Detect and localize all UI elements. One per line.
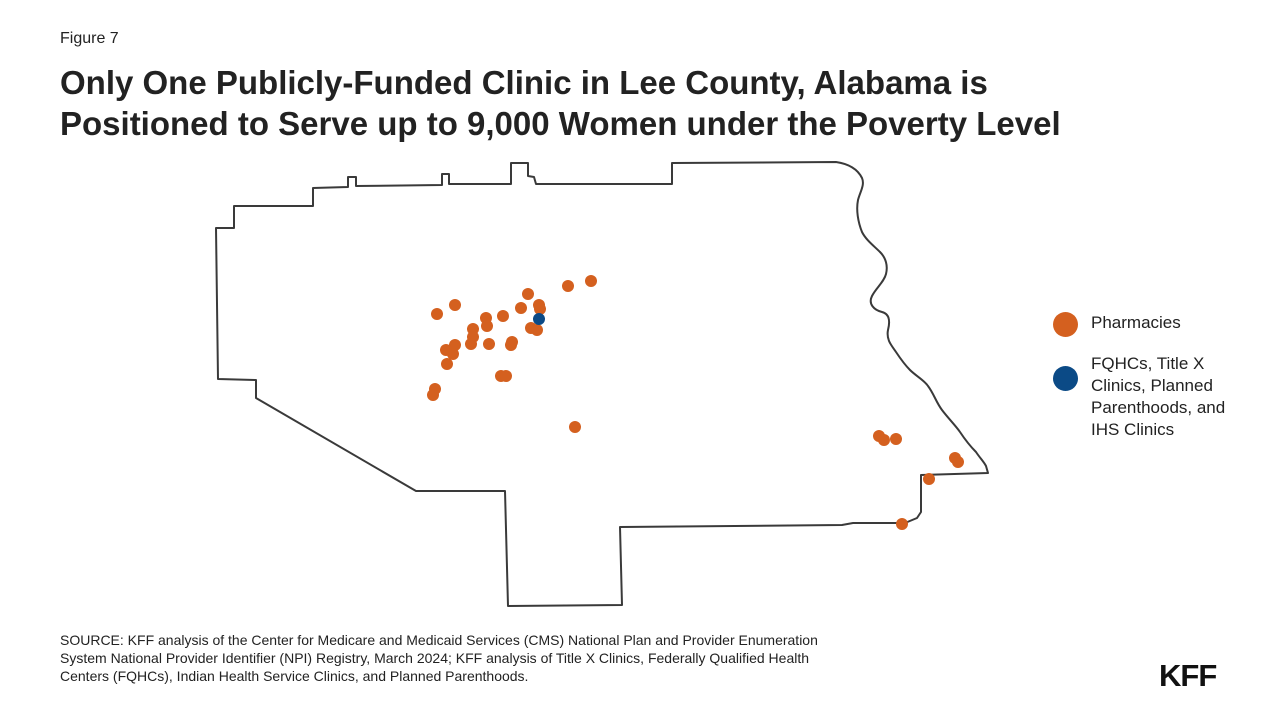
source-line-1: SOURCE: KFF analysis of the Center for M… xyxy=(60,632,818,648)
pharmacy-marker xyxy=(923,473,935,485)
pharmacy-marker xyxy=(534,303,546,315)
source-note: SOURCE: KFF analysis of the Center for M… xyxy=(60,631,960,685)
clinics-swatch xyxy=(1053,366,1078,391)
pharmacy-marker xyxy=(481,320,493,332)
legend-label-pharmacies: Pharmacies xyxy=(1091,313,1181,332)
pharmacy-marker xyxy=(890,433,902,445)
pharmacy-marker xyxy=(506,336,518,348)
legend: Pharmacies FQHCs, Title X Clinics, Plann… xyxy=(1052,312,1252,441)
pharmacy-marker xyxy=(440,344,452,356)
pharmacy-marker xyxy=(449,299,461,311)
title-line-1: Only One Publicly-Funded Clinic in Lee C… xyxy=(60,64,988,101)
pharmacy-marker xyxy=(500,370,512,382)
legend-item-clinics: FQHCs, Title X Clinics, Planned Parentho… xyxy=(1052,353,1252,441)
pharmacy-marker xyxy=(952,456,964,468)
clinic-marker xyxy=(533,313,545,325)
pharmacy-marker xyxy=(465,338,477,350)
clinic-markers xyxy=(533,313,545,325)
legend-label-clinics-2: Clinics, Planned xyxy=(1091,376,1213,395)
pharmacy-marker xyxy=(896,518,908,530)
pharmacy-marker xyxy=(562,280,574,292)
title-line-2: Positioned to Serve up to 9,000 Women un… xyxy=(60,105,1061,142)
pharmacy-marker xyxy=(441,358,453,370)
kff-logo: KFF xyxy=(1159,658,1217,693)
pharmacy-marker xyxy=(483,338,495,350)
legend-item-pharmacies: Pharmacies xyxy=(1052,312,1252,337)
source-line-3: Centers (FQHCs), Indian Health Service C… xyxy=(60,668,529,684)
pharmacy-marker xyxy=(569,421,581,433)
legend-label-clinics-4: IHS Clinics xyxy=(1091,420,1175,439)
pharmacy-marker xyxy=(585,275,597,287)
figure-label: Figure 7 xyxy=(60,30,119,47)
legend-label-clinics-3: Parenthoods, and xyxy=(1091,398,1226,417)
lee-county-outline xyxy=(215,161,989,607)
pharmacy-marker xyxy=(431,308,443,320)
pharmacy-marker xyxy=(449,339,461,351)
pharmacy-marker xyxy=(531,324,543,336)
pharmacies-swatch xyxy=(1053,312,1078,337)
pharmacy-marker xyxy=(878,434,890,446)
pharmacy-marker xyxy=(497,310,509,322)
pharmacy-marker xyxy=(515,302,527,314)
source-line-2: System National Provider Identifier (NPI… xyxy=(60,650,810,666)
pharmacy-markers xyxy=(427,275,964,530)
pharmacy-marker xyxy=(427,389,439,401)
page-title: Only One Publicly-Funded Clinic in Lee C… xyxy=(60,62,1240,144)
legend-label-clinics-1: FQHCs, Title X xyxy=(1091,354,1205,373)
pharmacy-marker xyxy=(522,288,534,300)
